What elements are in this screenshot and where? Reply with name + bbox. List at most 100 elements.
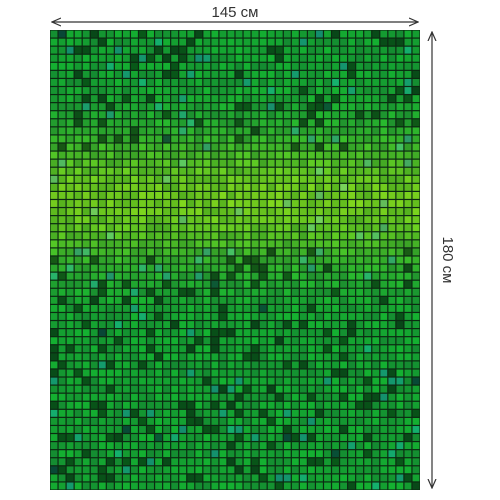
tile xyxy=(412,272,420,280)
tile xyxy=(163,313,171,320)
tile xyxy=(171,54,179,62)
tile xyxy=(356,224,364,232)
tile xyxy=(195,474,203,482)
tile xyxy=(50,95,58,103)
tile xyxy=(58,62,66,70)
tile xyxy=(163,442,171,450)
tile xyxy=(243,272,251,280)
tile xyxy=(388,46,396,54)
tile xyxy=(235,482,243,490)
tile xyxy=(307,426,315,433)
tile xyxy=(324,296,331,304)
tile xyxy=(131,361,138,369)
tile xyxy=(139,321,146,328)
tile xyxy=(106,119,114,127)
tile xyxy=(90,450,98,458)
tile xyxy=(139,393,146,401)
tile xyxy=(155,450,163,458)
tile xyxy=(251,288,259,296)
tile xyxy=(147,167,154,175)
tile xyxy=(122,256,130,264)
tile xyxy=(82,353,90,361)
tile xyxy=(50,87,58,94)
tile xyxy=(291,296,299,304)
tile xyxy=(179,200,187,207)
tile xyxy=(340,321,348,328)
tile xyxy=(131,256,138,264)
tile xyxy=(163,208,171,216)
tile xyxy=(259,87,267,94)
tile xyxy=(356,200,364,207)
tile xyxy=(131,313,138,320)
tile xyxy=(227,232,235,240)
tile xyxy=(90,482,98,490)
tile xyxy=(412,345,420,353)
tile xyxy=(147,127,154,135)
tile xyxy=(106,224,114,232)
tile xyxy=(404,103,412,111)
tile xyxy=(243,103,251,111)
tile xyxy=(299,200,307,207)
tile xyxy=(74,329,82,337)
tile xyxy=(187,353,195,361)
tile xyxy=(348,46,356,54)
tile xyxy=(404,272,412,280)
tile xyxy=(219,143,227,151)
tile xyxy=(291,103,299,111)
tile xyxy=(364,79,372,86)
tile xyxy=(227,159,235,167)
tile xyxy=(155,79,163,86)
tile xyxy=(299,369,307,377)
tile xyxy=(404,62,412,70)
tile xyxy=(316,482,323,490)
tile xyxy=(275,442,283,450)
tile xyxy=(106,442,114,450)
tile xyxy=(340,264,348,272)
tile xyxy=(219,70,227,78)
tile xyxy=(147,175,154,183)
tile xyxy=(58,280,66,288)
tile xyxy=(66,192,74,199)
tile xyxy=(243,143,251,151)
tile xyxy=(82,329,90,337)
tile xyxy=(316,393,323,401)
tile xyxy=(227,450,235,458)
tile xyxy=(195,151,203,159)
tile xyxy=(98,442,106,450)
tile xyxy=(243,393,251,401)
tile xyxy=(219,377,227,385)
tile xyxy=(267,337,275,345)
tile xyxy=(187,409,195,417)
tile xyxy=(316,135,323,143)
tile xyxy=(58,70,66,78)
tile xyxy=(114,111,122,119)
tile xyxy=(106,369,114,377)
tile xyxy=(356,143,364,151)
tile xyxy=(235,46,243,54)
tile xyxy=(163,280,171,288)
tile xyxy=(380,377,388,385)
tile xyxy=(203,280,211,288)
tile xyxy=(219,46,227,54)
tile xyxy=(324,30,331,38)
tile xyxy=(259,151,267,159)
tile xyxy=(372,450,380,458)
tile xyxy=(219,135,227,143)
tile xyxy=(155,151,163,159)
tile xyxy=(404,183,412,191)
tile xyxy=(316,377,323,385)
tile xyxy=(275,329,283,337)
tile xyxy=(364,135,372,143)
tile xyxy=(203,401,211,409)
tile xyxy=(147,119,154,127)
tile xyxy=(219,450,227,458)
tile xyxy=(332,232,339,240)
tile xyxy=(187,54,195,62)
tile xyxy=(74,442,82,450)
tile xyxy=(147,208,154,216)
tile xyxy=(291,377,299,385)
tile xyxy=(74,46,82,54)
tile xyxy=(74,296,82,304)
tile xyxy=(114,353,122,361)
tile xyxy=(106,450,114,458)
